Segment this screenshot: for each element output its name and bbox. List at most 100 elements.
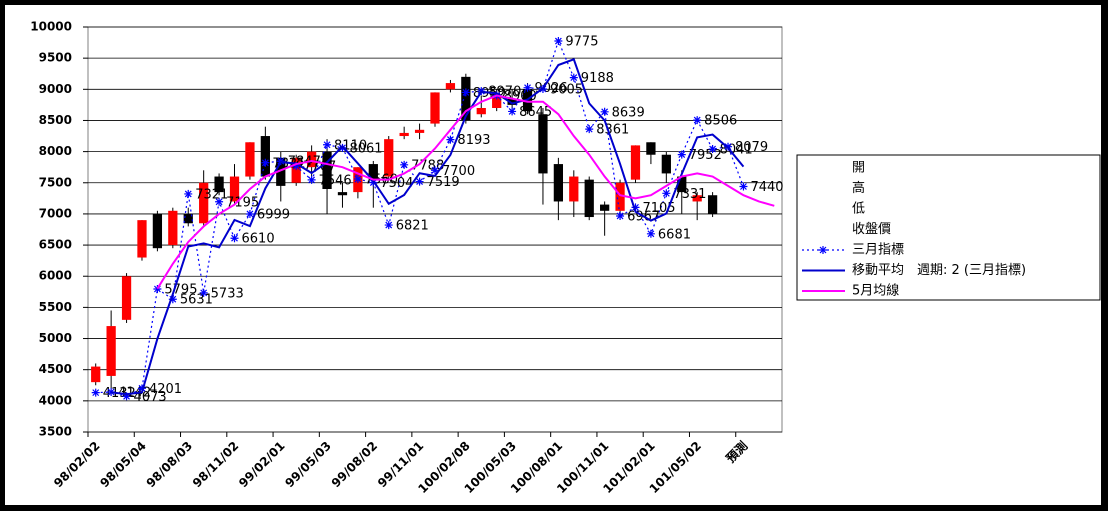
marker — [523, 83, 532, 92]
candle-body — [584, 179, 594, 218]
candle-body — [199, 182, 209, 224]
data-label: 9775 — [565, 35, 598, 50]
data-label: 7519 — [427, 175, 460, 190]
candle-body — [291, 157, 301, 183]
candle-body — [445, 83, 456, 90]
y-tick-label: 4500 — [39, 362, 72, 376]
candle-body — [430, 92, 440, 124]
candle-body — [461, 76, 471, 121]
marker — [693, 116, 702, 125]
candle-body — [615, 182, 625, 211]
data-label: 8193 — [457, 133, 490, 148]
y-tick-label: 4000 — [39, 393, 72, 407]
y-tick-label: 5500 — [39, 300, 72, 314]
data-label: 7321 — [195, 187, 228, 202]
candle-body — [245, 142, 255, 177]
data-label: 7195 — [226, 195, 259, 210]
candle-body — [106, 326, 116, 376]
data-label: 9188 — [581, 71, 614, 86]
marker — [415, 177, 424, 186]
data-label: 8061 — [349, 141, 382, 156]
y-tick-label: 8000 — [39, 144, 72, 158]
data-label: 8506 — [704, 114, 737, 129]
candle-body — [707, 195, 718, 214]
marker — [230, 234, 239, 243]
marker — [338, 143, 347, 152]
legend — [796, 154, 1101, 301]
candle-body — [368, 164, 378, 180]
legend-label: 收盤價 — [852, 222, 891, 237]
y-tick-label: 8500 — [39, 113, 72, 127]
y-tick-label: 9000 — [39, 82, 72, 96]
legend-label: 開 — [852, 161, 865, 176]
marker — [91, 388, 100, 397]
data-label: 8361 — [596, 123, 629, 138]
data-label: 8645 — [519, 105, 552, 120]
candle-body — [183, 213, 193, 224]
marker — [168, 295, 177, 304]
candle-body — [600, 204, 610, 211]
y-tick-label: 9500 — [39, 51, 72, 65]
data-label: 5631 — [180, 293, 213, 308]
marker — [137, 384, 146, 393]
data-label: 4073 — [134, 390, 167, 405]
marker — [819, 246, 827, 254]
candle-body — [121, 276, 132, 320]
candle-body — [553, 164, 564, 202]
marker — [646, 229, 655, 238]
marker — [554, 37, 563, 46]
marker — [446, 135, 455, 144]
data-label: 6821 — [396, 219, 429, 234]
marker — [739, 182, 748, 191]
data-label: 7952 — [689, 148, 722, 163]
data-label: 4201 — [149, 382, 182, 397]
marker — [245, 209, 254, 218]
series-line — [156, 94, 775, 290]
marker — [431, 166, 439, 175]
candle-body — [677, 176, 687, 193]
data-label: 6681 — [658, 227, 691, 242]
marker — [400, 160, 409, 169]
marker — [569, 73, 578, 82]
y-tick-label: 5000 — [39, 331, 72, 345]
marker — [292, 162, 301, 171]
data-label: 7331 — [673, 187, 706, 202]
marker — [384, 221, 393, 230]
marker — [199, 288, 208, 297]
candle-body — [214, 176, 224, 193]
candle-body — [229, 176, 240, 202]
legend-label: 三月指標 — [852, 243, 904, 258]
data-label: 7700 — [442, 164, 475, 179]
legend-label: 移動平均 週期: 2 (三月指標) — [852, 263, 1026, 278]
marker — [585, 125, 594, 134]
candle-body — [538, 114, 548, 174]
data-label: 8900 — [504, 89, 537, 104]
legend-label: 5月均線 — [852, 283, 899, 299]
marker — [107, 387, 116, 396]
candle-body — [492, 95, 502, 108]
candle-body — [276, 157, 286, 186]
y-tick-label: 7000 — [39, 206, 72, 220]
candle-body — [476, 108, 486, 115]
marker — [631, 203, 640, 212]
marker — [215, 197, 224, 206]
marker — [153, 285, 162, 294]
candle-body — [137, 220, 147, 258]
data-label: 5733 — [211, 286, 244, 301]
marker — [616, 211, 625, 220]
candle-body — [414, 129, 425, 133]
marker — [353, 175, 362, 184]
data-label: 8639 — [612, 105, 645, 120]
y-tick-label: 6500 — [39, 238, 72, 252]
data-label: 7546 — [319, 173, 352, 188]
legend-label: 低 — [852, 202, 865, 217]
y-tick-label: 10000 — [30, 20, 72, 34]
legend-label: 高 — [852, 180, 865, 196]
marker — [261, 158, 270, 167]
data-label: 8079 — [735, 140, 768, 155]
candle-body — [661, 154, 671, 174]
data-label: 6999 — [257, 207, 290, 222]
candle-body — [507, 98, 517, 105]
